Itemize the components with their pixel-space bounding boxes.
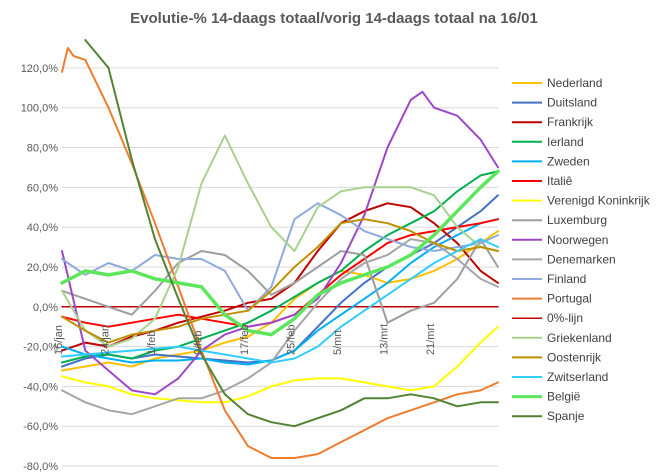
series-line-verenigd-koninkrijk — [61, 325, 499, 404]
series-line-finland — [61, 202, 499, 312]
x-tick-label: 25/feb — [286, 324, 298, 355]
series-line-belgie — [60, 169, 500, 337]
series-line-denemarken — [61, 238, 499, 416]
y-tick-label: 40,0% — [27, 222, 58, 234]
legend-label-zweden: Zweden — [547, 154, 590, 168]
y-tick-label: 0,0% — [33, 302, 58, 314]
series-line-nederland — [61, 230, 499, 372]
legend-label-noorwegen: Noorwegen — [547, 233, 608, 247]
legend-label-spanje: Spanje — [547, 409, 585, 423]
gridlines — [62, 67, 498, 467]
legend-label-verenigd-koninkrijk: Verenigd Koninkrijk — [547, 194, 651, 208]
y-tick-label: 20,0% — [27, 262, 58, 274]
x-tick-label: 1/feb — [146, 331, 158, 355]
x-tick-label: 17/feb — [239, 324, 251, 355]
series-line-zwitserland — [61, 238, 499, 364]
series-line-portugal — [61, 47, 499, 459]
legend-label-luxemburg: Luxemburg — [547, 213, 607, 227]
series-line-griekenland — [61, 134, 499, 348]
y-tick-label: 60,0% — [27, 182, 58, 194]
legend-label-duitsland: Duitsland — [547, 96, 597, 110]
series-line-noorwegen — [61, 90, 499, 396]
legend-label-oostenrijk: Oostenrijk — [547, 350, 602, 364]
legend-label-belgie: België — [547, 390, 581, 404]
legend-label-0-lijn: 0%-lijn — [547, 311, 583, 325]
y-tick-label: -60,0% — [23, 421, 58, 433]
y-tick-label: -80,0% — [23, 461, 58, 473]
y-tick-label: 80,0% — [27, 143, 58, 155]
legend-label-italie: Italiê — [547, 174, 573, 188]
legend-label-nederland: Nederland — [547, 76, 602, 90]
x-tick-label: 13/mrt — [379, 324, 391, 355]
y-axis-tick-labels: -80,0% -60,0% -40,0% -20,0% 0,0% 20,0% 40,0% 60… — [21, 63, 59, 473]
legend-label-portugal: Portugal — [547, 292, 592, 306]
x-tick-label: 16/jan — [53, 325, 65, 355]
series-lines — [60, 39, 500, 459]
legend-label-griekenland: Griekenland — [547, 331, 612, 345]
series-line-oostenrijk — [61, 218, 499, 344]
legend-label-ierland: Ierland — [547, 135, 584, 149]
series-line-luxemburg — [61, 238, 499, 324]
y-tick-label: 120,0% — [21, 63, 59, 75]
x-tick-label: 9/feb — [193, 331, 205, 355]
y-tick-label: 100,0% — [21, 103, 59, 115]
chart-title: Evolutie-% 14-daags totaal/vorig 14-daag… — [130, 10, 538, 27]
x-tick-label: 5/mrt — [332, 330, 344, 355]
y-tick-label: -20,0% — [23, 342, 58, 354]
series-line-spanje — [84, 39, 499, 428]
x-tick-label: 21/mrt — [425, 324, 437, 355]
legend-label-frankrijk: Frankrijk — [547, 115, 594, 129]
x-tick-label: 24/jan — [100, 325, 112, 355]
legend-label-denemarken: Denemarken — [547, 252, 616, 266]
x-axis-tick-labels: 16/jan 24/jan 1/feb 9/feb 17/feb 25/feb 5/mrt 1… — [53, 324, 437, 355]
legend: Nederland Duitsland Frankrijk Ierland Zweden… — [512, 76, 651, 423]
y-tick-label: -40,0% — [23, 381, 58, 393]
series-line-ierland — [61, 170, 499, 364]
legend-label-finland: Finland — [547, 272, 586, 286]
legend-label-zwitserland: Zwitserland — [547, 370, 608, 384]
